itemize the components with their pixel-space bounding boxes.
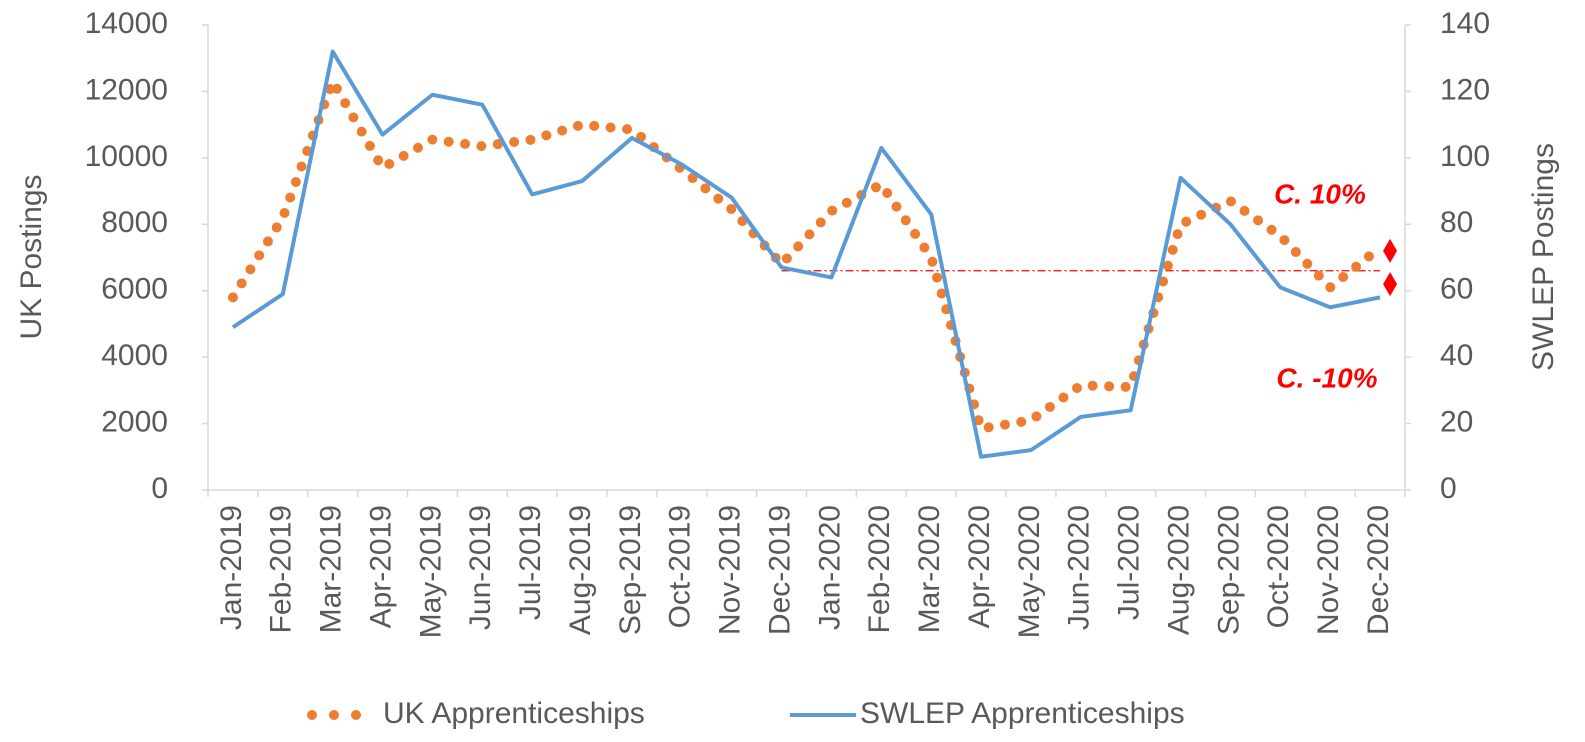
legend-label: UK Apprenticeships (383, 697, 645, 730)
y-tick-label: 6000 (101, 273, 168, 306)
y-tick-label: 8000 (101, 206, 168, 239)
y2-tick-label: 140 (1440, 7, 1490, 40)
y2-tick-label: 100 (1440, 140, 1490, 173)
diamond-marker (1383, 272, 1398, 297)
x-tick-label: Apr-2020 (963, 505, 996, 628)
y-tick-label: 0 (151, 472, 168, 505)
x-tick-label: Oct-2019 (664, 505, 697, 628)
x-tick-label: Aug-2019 (564, 505, 597, 635)
annotation: C. 10% (1274, 178, 1366, 209)
x-tick-label: Jan-2020 (813, 505, 846, 630)
x-tick-label: Dec-2020 (1362, 505, 1395, 635)
x-tick-label: Jun-2020 (1063, 505, 1096, 630)
x-tick-label: Sep-2019 (614, 505, 647, 635)
diamond-marker (1383, 238, 1398, 263)
x-tick-label: Jun-2019 (464, 505, 497, 630)
x-tick-label: Mar-2019 (315, 505, 348, 633)
y-tick-label: 4000 (101, 339, 168, 372)
annotation: C. -10% (1276, 362, 1377, 393)
y2-tick-label: 0 (1440, 472, 1457, 505)
y2-axis-title: SWLEP Postings (1527, 143, 1560, 371)
x-tick-label: Feb-2020 (863, 505, 896, 633)
y2-tick-label: 60 (1440, 273, 1473, 306)
x-tick-label: Jan-2019 (215, 505, 248, 630)
x-tick-label: Sep-2020 (1212, 505, 1245, 635)
x-tick-label: Mar-2020 (913, 505, 946, 633)
x-tick-label: Oct-2020 (1262, 505, 1295, 628)
y-axis-title: UK Postings (15, 174, 48, 339)
y2-tick-label: 120 (1440, 73, 1490, 106)
x-tick-label: Aug-2020 (1162, 505, 1195, 635)
x-tick-label: Feb-2019 (265, 505, 298, 633)
y2-tick-label: 20 (1440, 405, 1473, 438)
x-tick-label: May-2019 (414, 505, 447, 638)
x-tick-label: Nov-2020 (1312, 505, 1345, 635)
x-tick-label: Dec-2019 (763, 505, 796, 635)
y-tick-label: 14000 (85, 7, 168, 40)
x-tick-label: Apr-2019 (364, 505, 397, 628)
y2-tick-label: 40 (1440, 339, 1473, 372)
y-tick-label: 2000 (101, 405, 168, 438)
series-line (227, 69, 1386, 435)
y2-tick-label: 80 (1440, 206, 1473, 239)
x-tick-label: Nov-2019 (714, 505, 747, 635)
legend-label: SWLEP Apprenticeships (860, 697, 1185, 730)
y-tick-label: 10000 (85, 140, 168, 173)
x-tick-label: Jul-2019 (514, 505, 547, 620)
series-line (231, 49, 1381, 459)
x-tick-label: May-2020 (1013, 505, 1046, 638)
x-tick-label: Jul-2020 (1113, 505, 1146, 620)
y-tick-label: 12000 (85, 73, 168, 106)
